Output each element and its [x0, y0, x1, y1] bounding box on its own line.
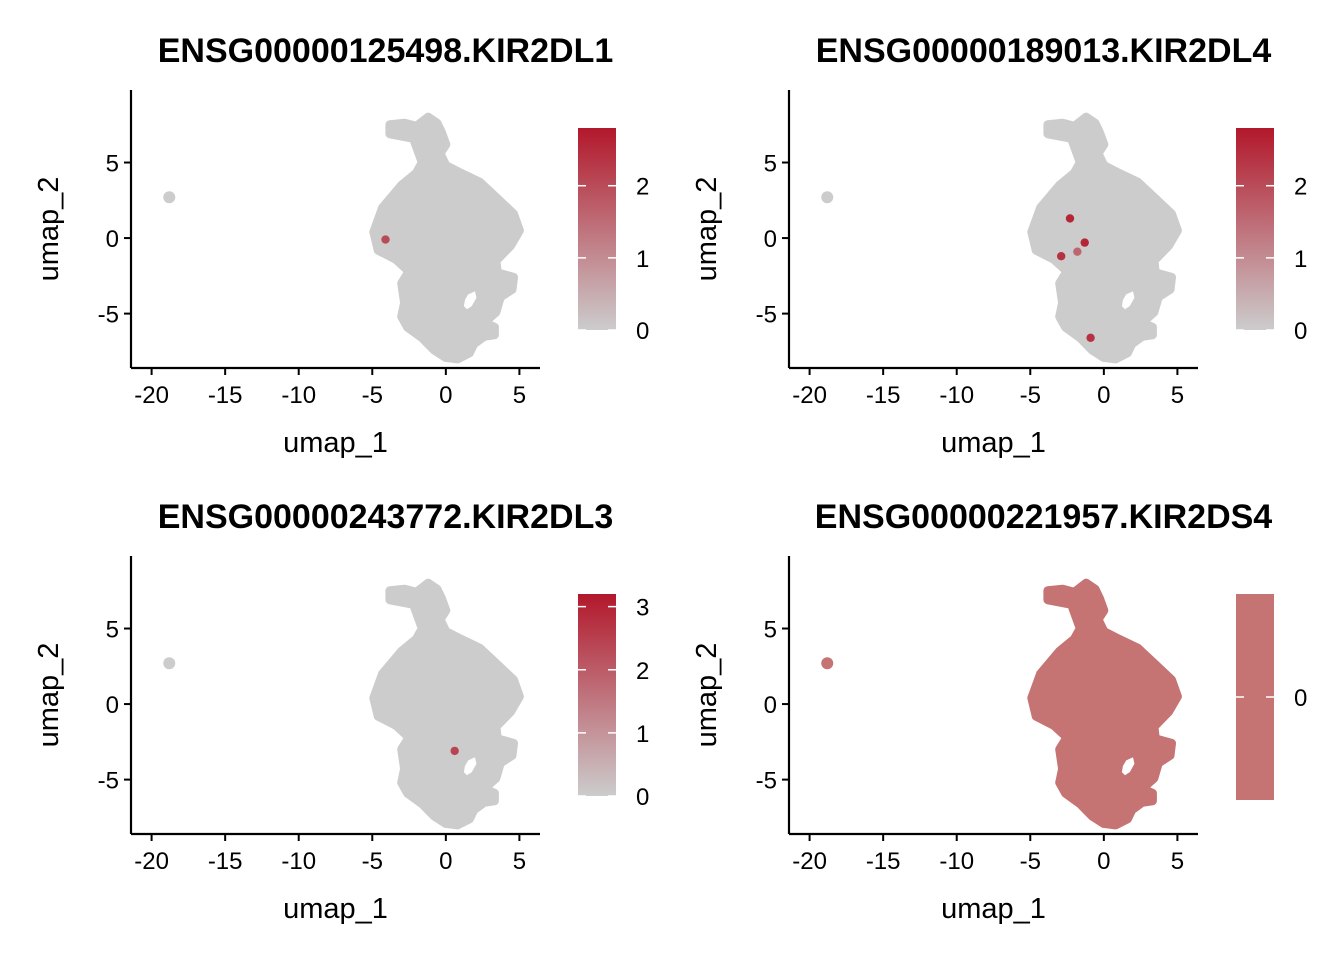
x-axis-title: umap_1	[283, 893, 388, 925]
x-tick-label: 0	[439, 382, 452, 409]
x-tick-label: -5	[362, 382, 383, 409]
x-tick-label: 0	[439, 848, 452, 875]
expressing-cell-point	[1073, 247, 1082, 256]
x-tick-label: -20	[792, 382, 827, 409]
x-tick-label: -5	[1020, 382, 1041, 409]
legend-label: 0	[636, 784, 649, 811]
legend-label: 2	[1294, 174, 1307, 201]
main-cell-cluster	[1027, 578, 1182, 830]
y-tick-label: 0	[764, 692, 777, 719]
umap-plot-4: ENSG00000221957.KIR2DS4 -20 -15 -10 -5 0 5 -5 0 5…	[691, 498, 1307, 925]
expressing-cell-point	[1080, 238, 1089, 247]
plot-title: ENSG00000189013.KIR2DL4	[816, 32, 1272, 70]
x-tick-label: -15	[208, 382, 243, 409]
main-cell-cluster	[1027, 112, 1182, 364]
panel-kir2ds4: ENSG00000221957.KIR2DS4 -20 -15 -10 -5 0 5 -5 0 5…	[658, 466, 1330, 946]
legend-label: 2	[636, 658, 649, 685]
x-tick-label: 5	[513, 848, 526, 875]
legend-label: 0	[636, 318, 649, 345]
x-tick-label: 0	[1097, 848, 1110, 875]
y-axis-title: umap_2	[691, 177, 723, 282]
y-tick-label: 5	[106, 617, 119, 644]
x-tick-label: -5	[1020, 848, 1041, 875]
legend-colorbar	[1236, 128, 1274, 330]
legend-label: 1	[636, 721, 649, 748]
x-tick-label: 5	[1171, 848, 1184, 875]
x-tick-label: -5	[362, 848, 383, 875]
legend-label: 2	[636, 174, 649, 201]
y-tick-label: -5	[98, 768, 119, 795]
x-axis-title: umap_1	[283, 427, 388, 459]
umap-plot-2: ENSG00000189013.KIR2DL4 -20 -15 -10 -5 0 5 -5 0 5…	[691, 32, 1307, 459]
island-cell-cluster	[821, 657, 834, 670]
x-tick-label: -15	[208, 848, 243, 875]
y-tick-label: -5	[756, 768, 777, 795]
x-tick-label: -10	[281, 848, 316, 875]
x-tick-label: -20	[134, 382, 169, 409]
expressing-cell-point	[450, 746, 459, 756]
legend-label: 3	[636, 595, 649, 622]
x-tick-label: -20	[134, 848, 169, 875]
island-cell-cluster	[821, 191, 834, 204]
island-cell-cluster	[163, 191, 176, 204]
y-axis-title: umap_2	[33, 643, 65, 748]
y-tick-label: 5	[764, 151, 777, 178]
y-axis-title: umap_2	[33, 177, 65, 282]
main-cell-cluster	[369, 112, 524, 364]
legend-colorbar	[578, 128, 616, 330]
expressing-cell-point	[1086, 333, 1095, 342]
legend-label: 0	[1294, 318, 1307, 345]
x-axis-title: umap_1	[941, 893, 1046, 925]
y-axis-title: umap_2	[691, 643, 723, 748]
x-tick-label: -15	[866, 382, 901, 409]
x-tick-label: 0	[1097, 382, 1110, 409]
y-tick-label: 0	[106, 692, 119, 719]
legend-label: 0	[1294, 685, 1307, 712]
main-cell-cluster	[369, 578, 524, 830]
y-tick-label: 5	[106, 151, 119, 178]
x-tick-label: -10	[939, 382, 974, 409]
island-cell-cluster	[163, 657, 176, 670]
plot-title: ENSG00000243772.KIR2DL3	[158, 498, 614, 536]
y-tick-label: 0	[106, 226, 119, 253]
x-tick-label: -20	[792, 848, 827, 875]
x-tick-label: -15	[866, 848, 901, 875]
plot-title: ENSG00000125498.KIR2DL1	[158, 32, 614, 70]
panel-kir2dl1: ENSG00000125498.KIR2DL1 -20 -15 -10 -5 0 5 -5 0 5…	[0, 0, 672, 480]
x-tick-label: -10	[281, 382, 316, 409]
panel-kir2dl4: ENSG00000189013.KIR2DL4 -20 -15 -10 -5 0 5 -5 0 5…	[658, 0, 1330, 480]
y-tick-label: -5	[756, 302, 777, 329]
legend-colorbar	[578, 594, 616, 796]
expressing-cell-point	[1065, 214, 1075, 223]
y-tick-label: 0	[764, 226, 777, 253]
umap-plot-3: ENSG00000243772.KIR2DL3 -20 -15 -10 -5 0 5 -5 0 5…	[33, 498, 649, 925]
plot-title: ENSG00000221957.KIR2DS4	[815, 498, 1272, 536]
y-tick-label: -5	[98, 302, 119, 329]
x-tick-label: 5	[1171, 382, 1184, 409]
y-tick-label: 5	[764, 617, 777, 644]
legend-label: 1	[1294, 246, 1307, 273]
x-axis-title: umap_1	[941, 427, 1046, 459]
legend-label: 1	[636, 246, 649, 273]
expressing-cell-point	[1056, 251, 1066, 261]
umap-plot-1: ENSG00000125498.KIR2DL1 -20 -15 -10 -5 0 5 -5 0 5…	[33, 32, 649, 459]
expressing-cell-point	[381, 235, 390, 244]
x-tick-label: -10	[939, 848, 974, 875]
panel-kir2dl3: ENSG00000243772.KIR2DL3 -20 -15 -10 -5 0 5 -5 0 5…	[0, 466, 672, 946]
x-tick-label: 5	[513, 382, 526, 409]
